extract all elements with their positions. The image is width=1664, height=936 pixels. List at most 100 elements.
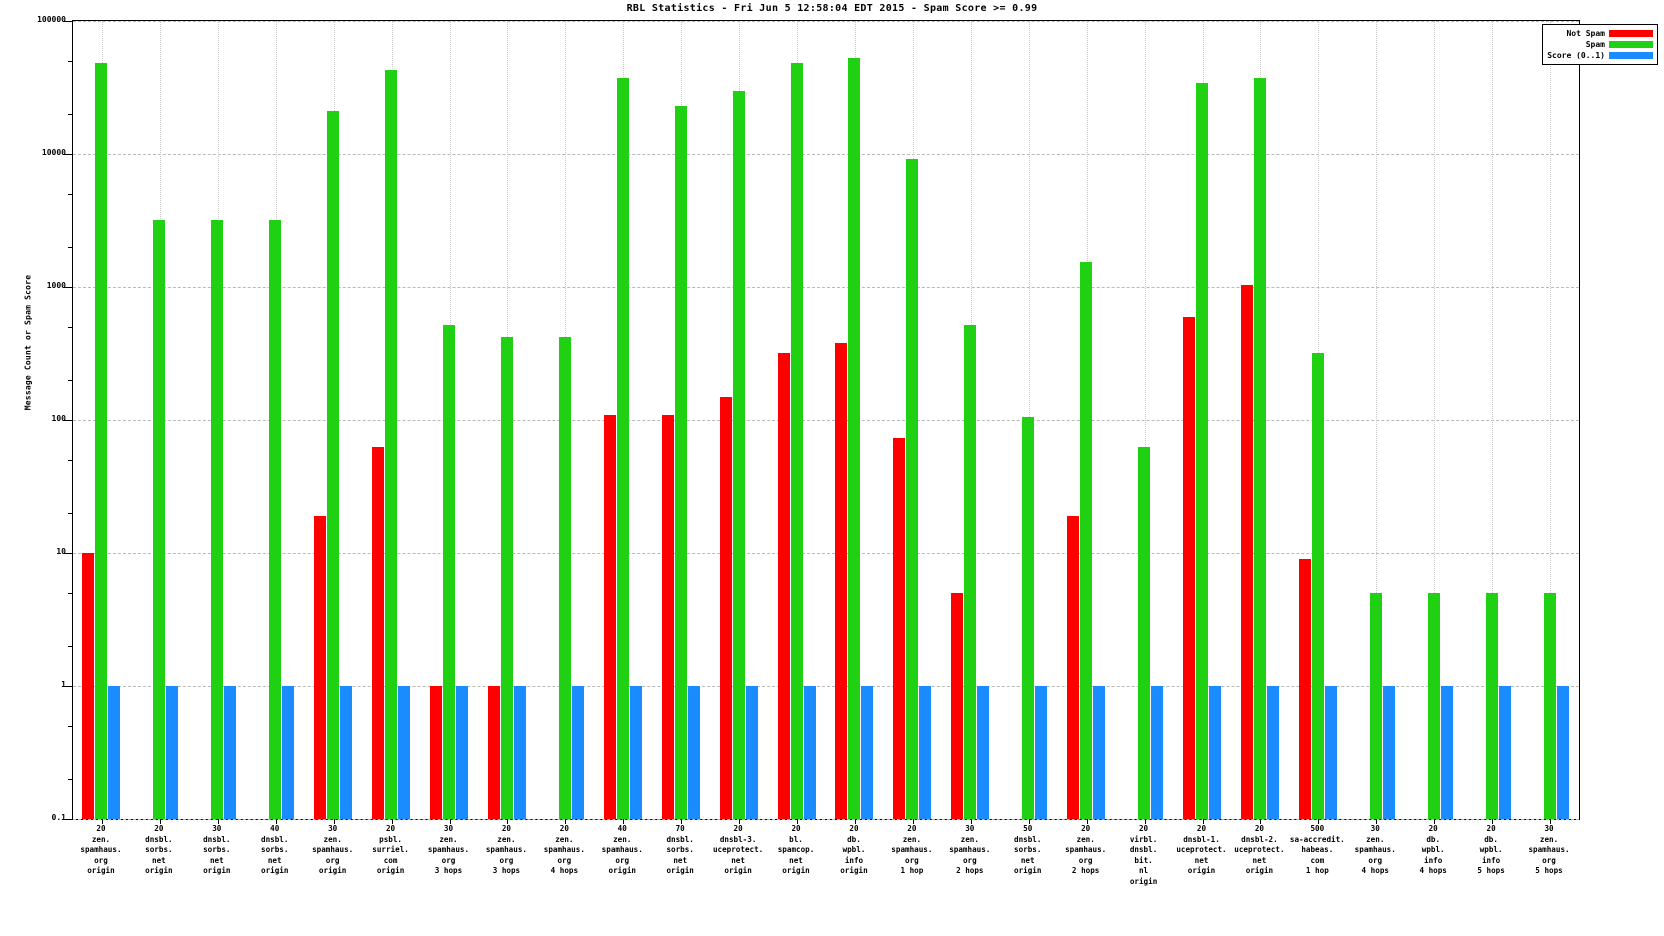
bar-spam[interactable] [790, 63, 803, 819]
bar-spam[interactable] [385, 69, 398, 819]
bar-score[interactable] [1498, 686, 1511, 819]
legend-item[interactable]: Score (0..1) [1547, 50, 1653, 61]
legend-item[interactable]: Spam [1547, 39, 1653, 50]
bar-notspam[interactable] [1298, 559, 1311, 819]
x-axis-label-line: 70 [675, 824, 685, 833]
bar-group[interactable] [1473, 21, 1512, 824]
bar-spam[interactable] [327, 111, 340, 819]
bar-spam[interactable] [95, 63, 108, 819]
bar-group[interactable] [777, 21, 817, 824]
bar-score[interactable] [687, 686, 700, 819]
bar-spam[interactable] [848, 57, 861, 819]
bar-group[interactable] [546, 21, 585, 824]
bar-group[interactable] [893, 21, 932, 824]
bar-group[interactable] [1415, 21, 1454, 824]
x-axis-tick [449, 819, 451, 824]
bar-spam[interactable] [1138, 446, 1151, 819]
bar-notspam[interactable] [719, 396, 732, 819]
bar-spam[interactable] [500, 337, 513, 819]
bar-score[interactable] [1035, 686, 1048, 819]
bar-score[interactable] [1324, 686, 1337, 819]
bar-notspam[interactable] [835, 342, 848, 819]
legend-item[interactable]: Not Spam [1547, 28, 1653, 39]
bar-spam[interactable] [1427, 593, 1440, 819]
bar-score[interactable] [1151, 686, 1164, 819]
bar-group[interactable] [951, 21, 990, 824]
bar-score[interactable] [977, 686, 990, 819]
bar-spam[interactable] [1311, 352, 1324, 819]
bar-score[interactable] [1093, 686, 1106, 819]
bar-group[interactable] [1183, 21, 1222, 824]
bar-notspam[interactable] [372, 446, 385, 819]
bar-group[interactable] [140, 21, 179, 824]
bar-notspam[interactable] [661, 414, 674, 819]
bar-group[interactable] [1298, 21, 1338, 824]
bar-notspam[interactable] [893, 438, 906, 819]
bar-score[interactable] [340, 686, 353, 819]
bar-spam[interactable] [732, 90, 745, 819]
bar-spam[interactable] [1253, 78, 1266, 819]
bar-score[interactable] [456, 686, 468, 819]
bar-spam[interactable] [674, 105, 687, 819]
bar-score[interactable] [861, 686, 874, 819]
bar-spam[interactable] [616, 78, 629, 819]
bar-group[interactable] [661, 21, 701, 824]
bar-group[interactable] [1125, 21, 1164, 824]
bar-group[interactable] [1067, 21, 1106, 824]
bar-score[interactable] [1440, 686, 1453, 819]
bar-notspam[interactable] [1240, 285, 1253, 819]
bar-notspam[interactable] [314, 515, 327, 819]
bar-group[interactable] [430, 21, 469, 824]
bar-spam[interactable] [1543, 593, 1556, 819]
bar-score[interactable] [803, 686, 816, 819]
x-axis-label: 20 virbl. dnsbl. bit. nl origin [1115, 824, 1173, 888]
bar-group[interactable] [256, 21, 295, 824]
bar-notspam[interactable] [777, 352, 790, 819]
bar-spam[interactable] [558, 337, 571, 819]
bar-spam[interactable] [1080, 261, 1093, 819]
bar-score[interactable] [1266, 686, 1279, 819]
bar-group[interactable] [1357, 21, 1396, 824]
bar-spam[interactable] [1485, 593, 1498, 819]
bar-score[interactable] [398, 686, 411, 819]
bar-score[interactable] [108, 686, 121, 819]
bar-score[interactable] [629, 686, 642, 819]
bar-notspam[interactable] [1067, 515, 1080, 819]
bar-spam[interactable] [1022, 417, 1035, 819]
bar-score[interactable] [166, 686, 179, 819]
bar-notspam[interactable] [951, 593, 964, 819]
bar-spam[interactable] [1369, 593, 1382, 819]
bar-notspam[interactable] [487, 686, 500, 819]
bar-score[interactable] [1382, 686, 1395, 819]
bar-group[interactable] [1009, 21, 1048, 824]
bar-spam[interactable] [964, 324, 977, 819]
bar-group[interactable] [719, 21, 759, 824]
bar-spam[interactable] [443, 324, 455, 819]
bar-group[interactable] [198, 21, 237, 824]
bar-spam[interactable] [153, 219, 166, 819]
bar-notspam[interactable] [82, 553, 95, 819]
bar-spam[interactable] [269, 219, 282, 819]
bar-group[interactable] [82, 21, 121, 824]
bar-group[interactable] [487, 21, 527, 824]
bar-group[interactable] [314, 21, 353, 824]
bar-notspam[interactable] [603, 414, 616, 819]
bar-score[interactable] [571, 686, 584, 819]
bar-notspam[interactable] [430, 686, 442, 819]
bar-group[interactable] [835, 21, 874, 824]
bar-spam[interactable] [906, 158, 919, 819]
bar-group[interactable] [372, 21, 411, 824]
bar-score[interactable] [745, 686, 758, 819]
bar-notspam[interactable] [1183, 316, 1195, 819]
bar-spam[interactable] [1196, 83, 1208, 819]
bar-score[interactable] [224, 686, 237, 819]
bar-score[interactable] [1209, 686, 1221, 819]
bar-group[interactable] [603, 21, 643, 824]
bar-score[interactable] [1556, 686, 1569, 819]
bar-score[interactable] [513, 686, 526, 819]
bar-score[interactable] [919, 686, 932, 819]
bar-spam[interactable] [211, 219, 224, 819]
bar-score[interactable] [282, 686, 295, 819]
bar-group[interactable] [1531, 21, 1570, 824]
bar-group[interactable] [1240, 21, 1280, 824]
